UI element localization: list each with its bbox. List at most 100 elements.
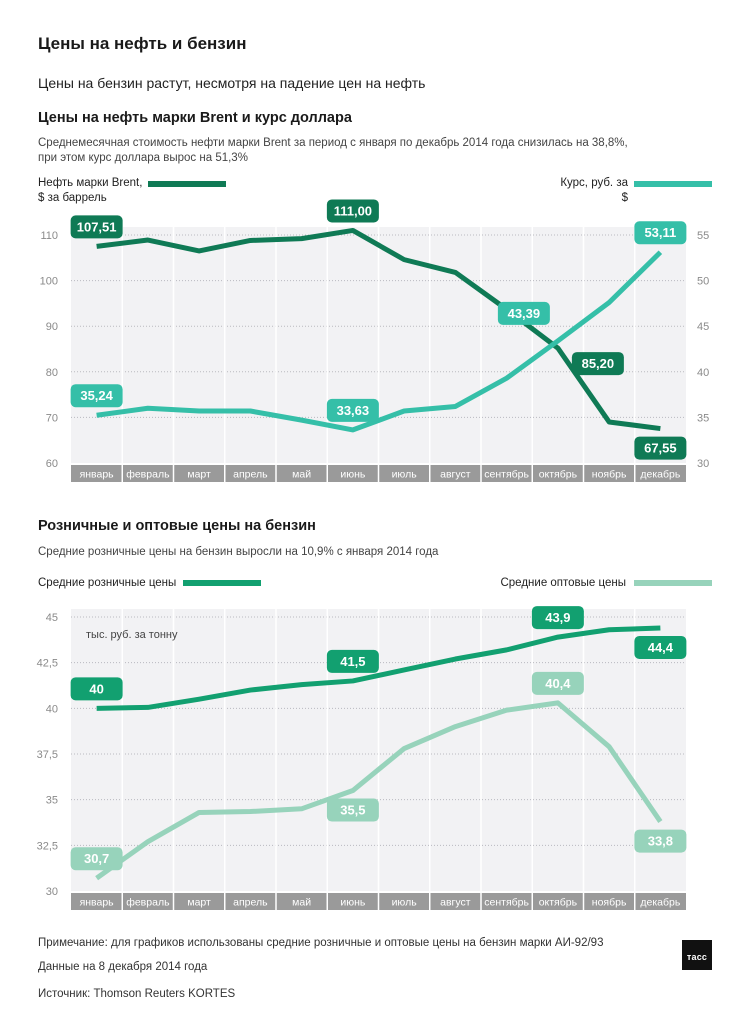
x-tick-label: ноябрь	[592, 469, 627, 481]
x-tick-label: февраль	[126, 469, 170, 481]
x-tick-label: март	[187, 897, 211, 909]
source: Источник: Thomson Reuters KORTES	[38, 988, 236, 1000]
oil-legend-label-line1: Нефть марки Brent,	[38, 177, 143, 189]
y-left-tick-label: 90	[46, 321, 58, 333]
x-tick-label: май	[292, 469, 311, 481]
wholesale-legend-label: Средние оптовые цены	[500, 577, 626, 589]
data-label: 40	[89, 681, 103, 696]
x-tick-label: сентябрь	[484, 897, 529, 909]
rate-legend-label: Курс, руб. за $	[560, 177, 628, 204]
y-right-tick-label: 55	[697, 230, 709, 242]
tass-logo: тасс	[682, 940, 712, 970]
x-tick-label: январь	[80, 897, 115, 909]
x-tick-label: август	[440, 897, 471, 909]
x-tick-label: апрель	[233, 469, 268, 481]
data-label-box	[634, 635, 687, 659]
series-line-1	[96, 227, 661, 432]
page-title: Цены на нефть и бензин	[38, 34, 247, 53]
x-tick-label: июнь	[340, 469, 366, 481]
x-tick-label: декабрь	[640, 469, 680, 481]
oil-legend: Нефть марки Brent, $ за баррель	[38, 176, 142, 206]
y-right-tick-label: 35	[697, 412, 709, 424]
data-label-box	[531, 671, 584, 695]
y-right-tick-label: 30	[697, 458, 709, 470]
y-left-tick-label: 35	[46, 795, 58, 807]
oil-rate-chart: 60 70 80 90 100 110 30 35 40 45 50 55 январь февраль м…	[40, 199, 709, 482]
y-left-tick-label: 37,5	[37, 749, 58, 761]
data-label-box	[634, 436, 687, 460]
y-left-tick-label: 100	[40, 276, 58, 288]
data-label-box	[326, 649, 379, 673]
data-label: 111,00	[334, 203, 372, 218]
oil-description-line2: при этом курс доллара вырос на 51,3%	[38, 152, 248, 164]
x-tick-label: апрель	[233, 897, 268, 909]
data-label-box	[571, 352, 624, 376]
y-left-tick-label: 42,5	[37, 658, 58, 670]
x-tick-label: февраль	[126, 897, 170, 909]
data-label-box	[326, 798, 379, 822]
x-tick-label: август	[440, 469, 471, 481]
data-date: Данные на 8 декабря 2014 года	[38, 961, 208, 973]
oil-legend-label-line2: $ за баррель	[38, 192, 107, 204]
oil-section-description: Среднемесячная стоимость нефти марки Bre…	[38, 136, 678, 166]
y-left-tick-label: 30	[46, 886, 58, 898]
data-label: 43,9	[545, 610, 570, 625]
data-label: 33,8	[648, 834, 673, 849]
series-line-2	[95, 700, 663, 881]
data-label-box	[326, 398, 379, 422]
data-label: 44,4	[648, 640, 674, 655]
x-tick-label: октябрь	[539, 897, 578, 909]
gasoline-chart: 30 32,5 35 37,5 40 42,5 45 январь февраль март апр…	[37, 606, 687, 910]
retail-legend-swatch	[183, 580, 261, 586]
x-tick-label: октябрь	[539, 469, 578, 481]
y-left-tick-label: 32,5	[37, 840, 58, 852]
oil-legend-swatch	[148, 181, 226, 187]
data-label: 85,20	[582, 356, 615, 371]
y-left-tick-label: 40	[46, 703, 58, 715]
oil-description-line1: Среднемесячная стоимость нефти марки Bre…	[38, 137, 628, 149]
x-tick-label: июль	[392, 897, 418, 909]
data-label-box	[634, 829, 687, 853]
data-label: 107,51	[77, 219, 117, 234]
oil-section-title: Цены на нефть марки Brent и курс доллара	[38, 110, 352, 126]
data-label-box	[70, 677, 123, 701]
y-right-tick-label: 45	[697, 321, 709, 333]
data-label: 35,24	[80, 388, 113, 403]
y-left-tick-label: 70	[46, 412, 58, 424]
data-label: 67,55	[644, 441, 677, 456]
data-label-box	[70, 384, 123, 408]
x-tick-label: июль	[392, 469, 418, 481]
y-left-tick-label: 45	[46, 612, 58, 624]
x-tick-label: сентябрь	[484, 469, 529, 481]
data-label-box	[70, 847, 123, 871]
page-subtitle: Цены на бензин растут, несмотря на паден…	[38, 75, 426, 91]
data-label-box	[634, 221, 687, 245]
data-label: 40,4	[545, 676, 571, 691]
gasoline-section-description: Средние розничные цены на бензин выросли…	[38, 546, 439, 558]
y-right-tick-label: 50	[697, 276, 709, 288]
rate-legend-swatch	[634, 181, 712, 187]
x-tick-label: март	[187, 469, 211, 481]
data-label-box	[326, 199, 379, 223]
data-label-box	[497, 301, 550, 325]
data-label-box	[531, 606, 584, 630]
gasoline-section-title: Розничные и оптовые цены на бензин	[38, 518, 316, 534]
x-tick-label: январь	[80, 469, 115, 481]
x-tick-label: декабрь	[640, 897, 680, 909]
data-label: 41,5	[340, 654, 365, 669]
series-line-1	[96, 625, 661, 711]
data-label: 33,63	[337, 403, 370, 418]
y-right-tick-label: 40	[697, 367, 709, 379]
wholesale-legend-swatch	[634, 580, 712, 586]
unit-label: тыс. руб. за тонну	[86, 629, 178, 641]
data-label-box	[70, 215, 123, 239]
data-label: 35,5	[340, 803, 365, 818]
x-tick-label: июнь	[340, 897, 366, 909]
data-label: 53,11	[644, 225, 676, 240]
y-left-tick-label: 110	[40, 230, 58, 242]
retail-legend-label: Средние розничные цены	[38, 577, 177, 589]
data-label: 30,7	[84, 851, 109, 866]
y-left-tick-label: 60	[46, 458, 58, 470]
data-label: 43,39	[508, 306, 541, 321]
series-line-2	[96, 250, 663, 433]
